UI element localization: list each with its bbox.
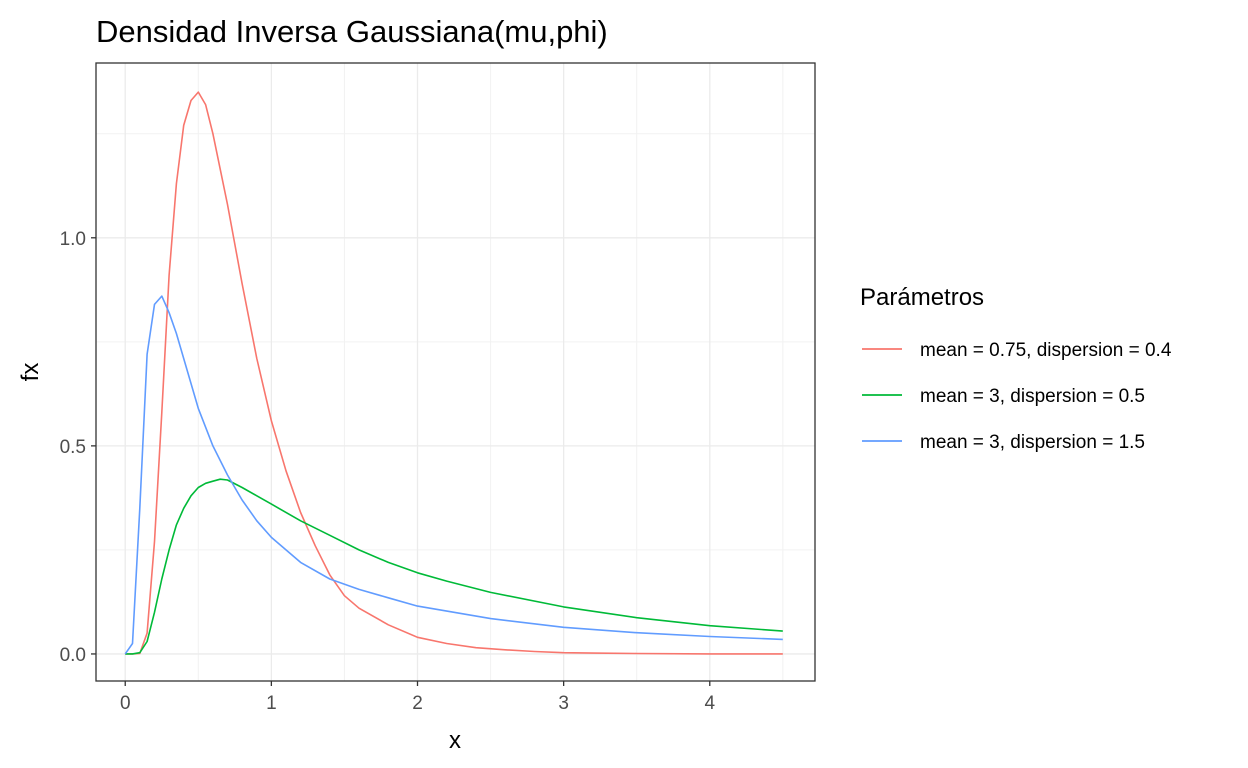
legend-title: Parámetros (860, 284, 984, 311)
legend-label: mean = 0.75, dispersion = 0.4 (920, 340, 1172, 361)
legend-item: mean = 3, dispersion = 0.5 (862, 386, 1145, 407)
panel-background (96, 63, 815, 681)
x-tick-label: 1 (266, 693, 277, 714)
legend: Parámetros mean = 0.75, dispersion = 0.4… (860, 284, 1172, 453)
series-line-2 (125, 478, 783, 655)
x-tick-label: 0 (120, 693, 131, 714)
y-tick-label: 0.5 (60, 437, 86, 458)
legend-item: mean = 3, dispersion = 1.5 (862, 432, 1145, 453)
x-tick-label: 4 (704, 693, 715, 714)
legend-label: mean = 3, dispersion = 1.5 (920, 432, 1145, 453)
axes: 0 1 2 3 4 0.0 0.5 1.0 (60, 229, 716, 714)
series-line-3 (124, 295, 783, 655)
series-line-1 (125, 91, 783, 655)
plot-panel (95, 62, 816, 682)
y-axis-title: fx (17, 363, 44, 382)
x-tick-label: 2 (412, 693, 423, 714)
legend-label: mean = 3, dispersion = 0.5 (920, 386, 1145, 407)
x-tick-label: 3 (558, 693, 569, 714)
legend-item: mean = 0.75, dispersion = 0.4 (862, 340, 1172, 361)
chart-title: Densidad Inversa Gaussiana(mu,phi) (96, 14, 608, 49)
x-axis-title: x (449, 727, 461, 754)
y-tick-label: 0.0 (60, 645, 86, 666)
y-tick-label: 1.0 (60, 229, 86, 250)
panel-border (95, 62, 816, 682)
